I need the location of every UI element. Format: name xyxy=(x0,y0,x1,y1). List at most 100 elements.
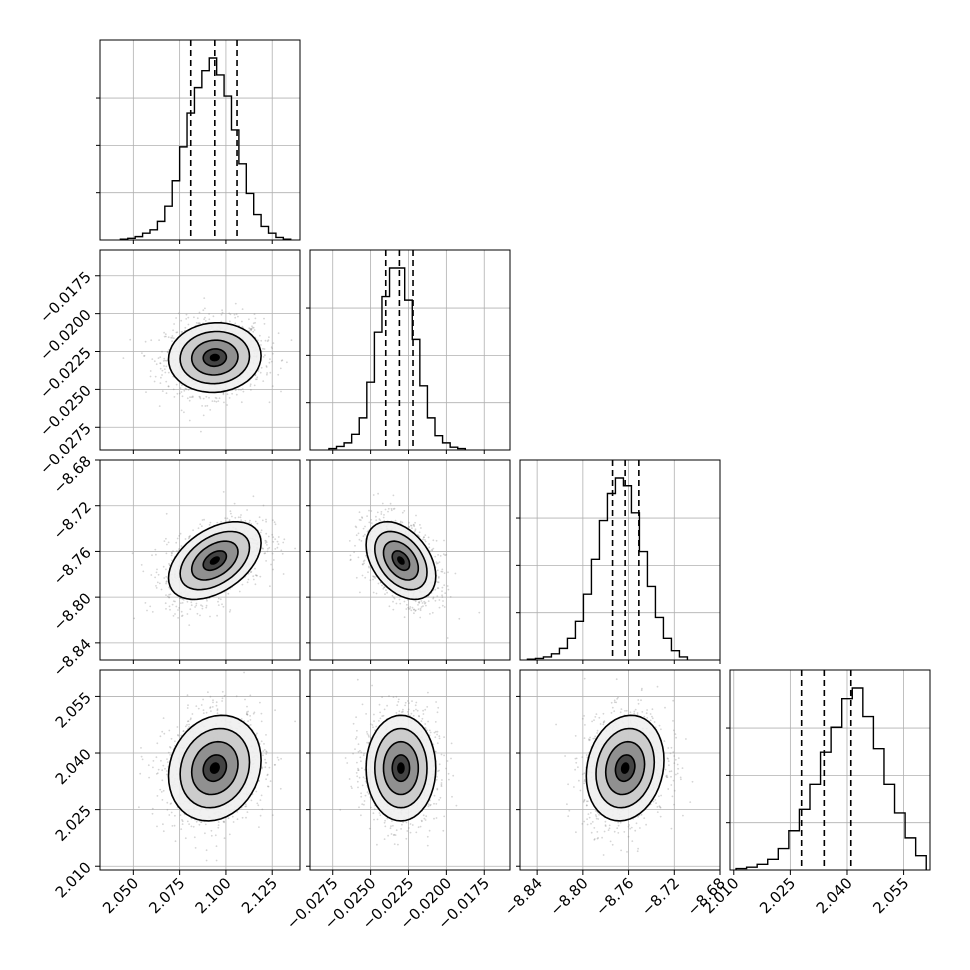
scatter-point xyxy=(362,535,365,538)
scatter-point xyxy=(257,804,260,807)
scatter-point xyxy=(366,515,368,517)
scatter-point xyxy=(229,609,232,611)
scatter-point xyxy=(375,519,378,522)
scatter-point xyxy=(244,520,247,522)
scatter-point xyxy=(237,315,239,318)
scatter-point xyxy=(168,596,171,599)
scatter-point xyxy=(247,710,250,713)
scatter-point xyxy=(258,334,261,337)
scatter-point xyxy=(153,380,156,383)
scatter-point xyxy=(348,540,351,542)
scatter-point xyxy=(444,554,446,557)
scatter-point xyxy=(407,608,410,610)
scatter-point xyxy=(157,573,160,576)
scatter-point xyxy=(165,365,168,368)
scatter-point xyxy=(191,396,194,398)
scatter-point xyxy=(268,361,271,364)
scatter-point xyxy=(226,404,229,406)
scatter-point xyxy=(230,512,232,515)
scatter-point xyxy=(265,750,268,753)
scatter-point xyxy=(259,531,262,534)
scatter-point xyxy=(247,720,250,723)
scatter-point xyxy=(234,302,237,305)
scatter-point xyxy=(390,507,393,510)
scatter-point xyxy=(277,373,280,376)
scatter-point xyxy=(438,599,441,601)
scatter-panel-0-2 xyxy=(100,460,300,660)
scatter-point xyxy=(159,788,162,791)
scatter-point xyxy=(429,613,431,615)
scatter-point xyxy=(265,518,267,521)
scatter-point xyxy=(143,354,146,357)
scatter-point xyxy=(264,539,267,542)
scatter-point xyxy=(358,538,361,541)
scatter-point xyxy=(222,392,225,394)
scatter-point xyxy=(245,805,248,808)
scatter-point xyxy=(349,558,352,561)
scatter-point xyxy=(215,400,218,403)
scatter-point xyxy=(368,521,371,524)
scatter-point xyxy=(217,400,220,402)
scatter-point xyxy=(181,602,184,604)
scatter-point xyxy=(436,581,439,583)
scatter-point xyxy=(162,360,165,362)
scatter-point xyxy=(156,581,159,584)
scatter-point xyxy=(395,602,398,605)
scatter-point xyxy=(272,559,275,561)
scatter-point xyxy=(187,316,190,319)
scatter-point xyxy=(265,366,268,368)
scatter-point xyxy=(423,536,425,539)
scatter-point xyxy=(208,524,211,526)
scatter-point xyxy=(220,521,223,523)
scatter-point xyxy=(196,612,199,615)
scatter-point xyxy=(253,711,256,714)
scatter-point xyxy=(412,608,415,611)
contour-line xyxy=(202,348,228,368)
scatter-point xyxy=(265,541,268,544)
scatter-point xyxy=(208,396,210,399)
scatter-point xyxy=(195,602,198,605)
scatter-point xyxy=(165,582,168,585)
scatter-point xyxy=(237,516,240,519)
scatter-point xyxy=(174,840,177,843)
scatter-point xyxy=(368,565,370,568)
scatter-point xyxy=(177,617,180,619)
scatter-point xyxy=(280,549,283,552)
scatter-point xyxy=(375,592,378,595)
scatter-point xyxy=(422,538,424,541)
scatter-point xyxy=(221,690,224,693)
scatter-point xyxy=(205,604,208,607)
scatter-point xyxy=(268,546,271,549)
scatter-point xyxy=(435,562,438,565)
scatter-point xyxy=(359,519,362,521)
scatter-point xyxy=(204,320,207,322)
scatter-point xyxy=(187,537,190,540)
scatter-point xyxy=(443,572,446,574)
scatter-point xyxy=(414,600,417,603)
scatter-point xyxy=(266,373,268,376)
scatter-point xyxy=(206,599,208,602)
scatter-point xyxy=(188,624,191,626)
scatter-point xyxy=(148,776,151,779)
scatter-point xyxy=(209,707,212,709)
scatter-point xyxy=(199,614,201,617)
scatter-point xyxy=(174,600,176,603)
scatter-point xyxy=(163,732,166,735)
scatter-point xyxy=(437,554,439,556)
scatter-point xyxy=(234,516,237,519)
scatter-point xyxy=(177,609,179,611)
scatter-point xyxy=(151,358,154,360)
scatter-point xyxy=(358,511,361,514)
scatter-point xyxy=(156,568,158,571)
scatter-point xyxy=(167,385,170,388)
scatter-point xyxy=(156,825,158,828)
scatter-point xyxy=(382,516,385,519)
scatter-point xyxy=(141,352,143,354)
scatter-point xyxy=(253,329,256,331)
scatter-point xyxy=(186,724,188,726)
scatter-point xyxy=(424,540,427,543)
scatter-point xyxy=(277,543,280,545)
scatter-point xyxy=(420,600,423,602)
scatter-point xyxy=(422,536,425,539)
scatter-point xyxy=(435,561,438,563)
